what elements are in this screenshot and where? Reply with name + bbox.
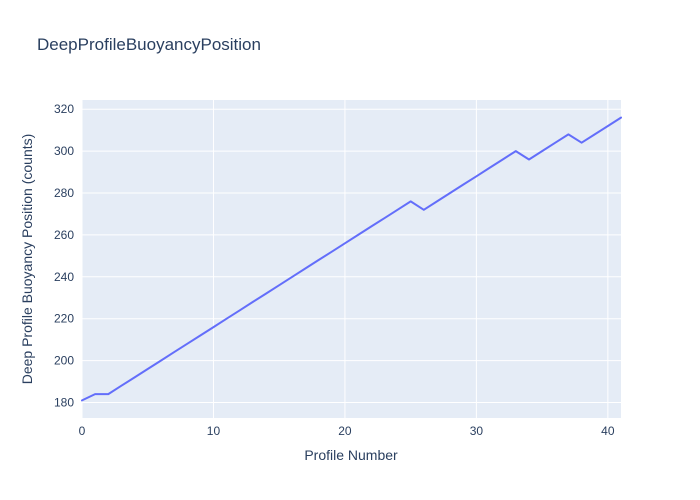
plot-area[interactable]	[82, 100, 621, 418]
y-axis-title: Deep Profile Buoyancy Position (counts)	[19, 133, 35, 385]
x-tick-label: 30	[470, 424, 484, 438]
x-tick-label: 0	[79, 424, 86, 438]
chart-title: DeepProfileBuoyancyPosition	[37, 35, 261, 54]
y-tick-label: 180	[54, 395, 74, 409]
y-tick-label: 320	[54, 102, 74, 116]
y-tick-label: 240	[54, 270, 74, 284]
trace-line[interactable]	[81, 116, 622, 402]
y-tick-label: 200	[54, 354, 74, 368]
y-tick-label: 220	[54, 312, 74, 326]
x-tick-label: 10	[207, 424, 221, 438]
x-tick-label: 40	[601, 424, 615, 438]
y-tick-label: 280	[54, 186, 74, 200]
y-tick-label: 300	[54, 144, 74, 158]
x-axis-title: Profile Number	[304, 447, 398, 463]
y-tick-label: 260	[54, 228, 74, 242]
x-tick-label: 20	[338, 424, 352, 438]
